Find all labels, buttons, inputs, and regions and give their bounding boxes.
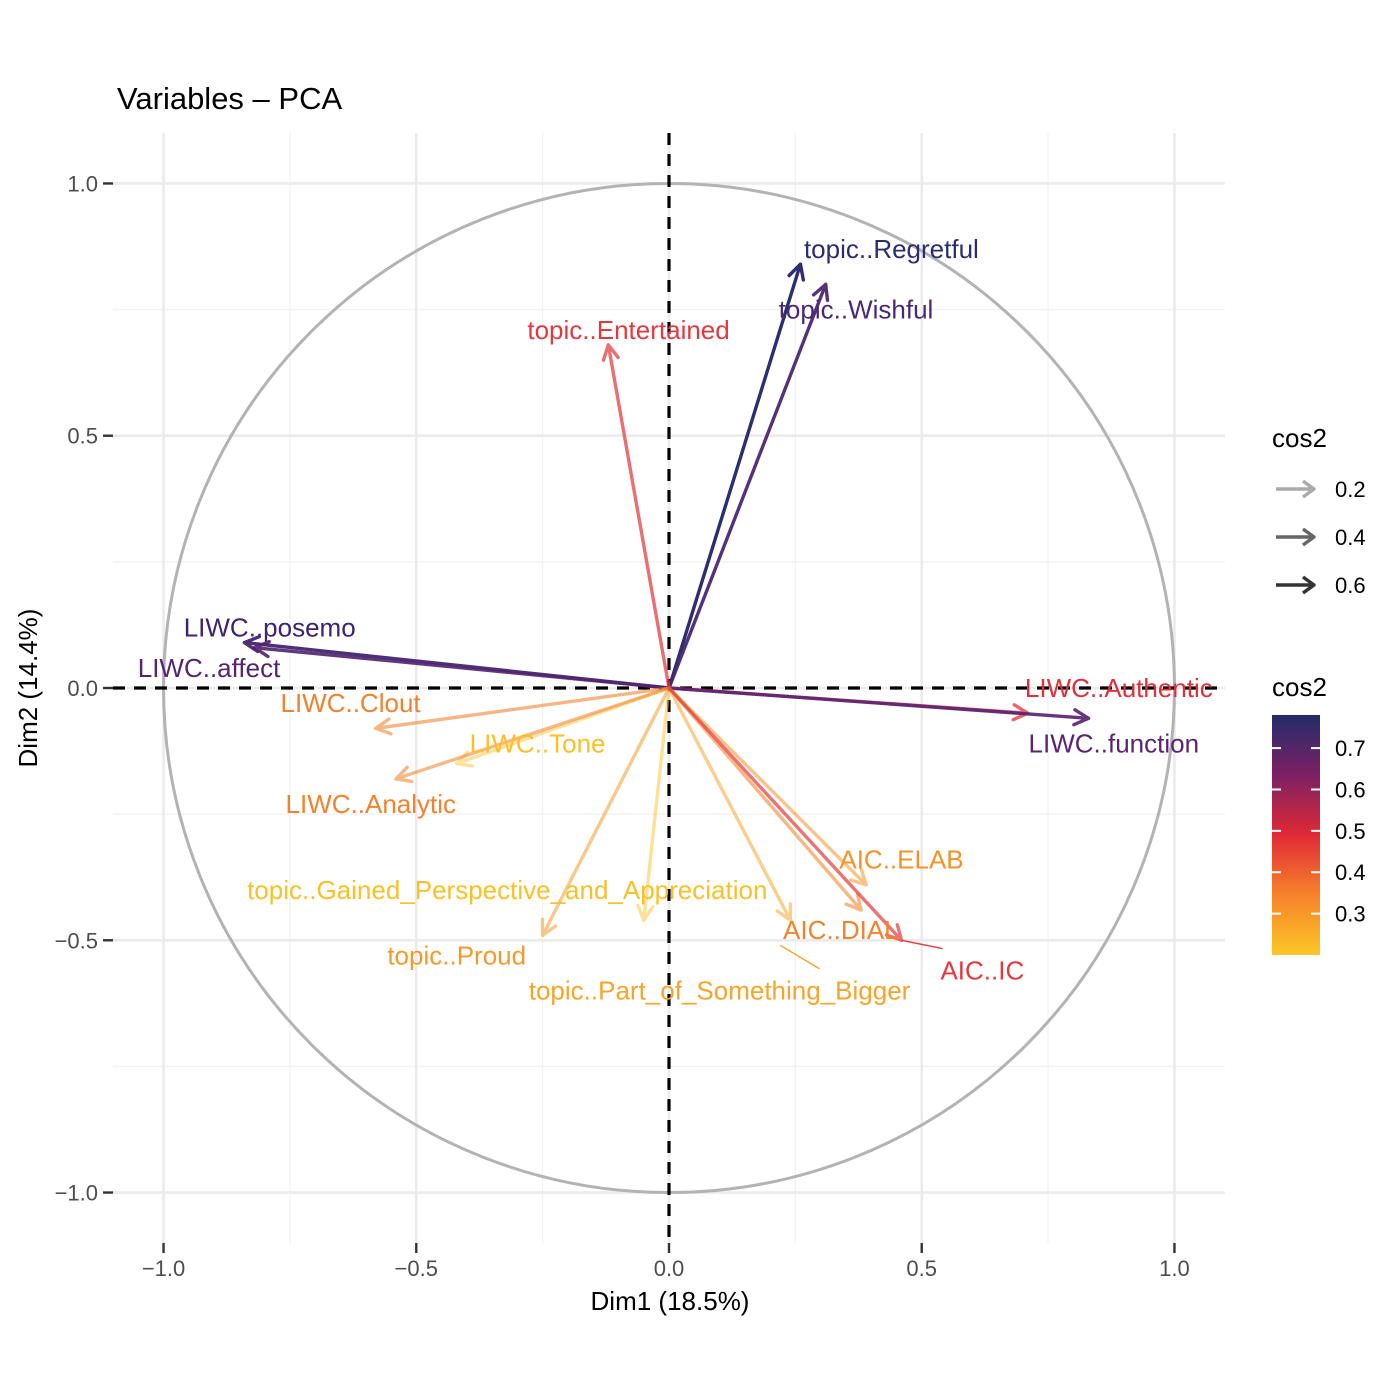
legend-color-label: 0.6 (1335, 777, 1366, 802)
label-leader-line (901, 939, 943, 950)
arrow-AIC..ELAB (667, 686, 868, 887)
arrow-head (1072, 708, 1091, 727)
arrow-shaft (667, 262, 803, 690)
legend-color-title: cos2 (1272, 672, 1327, 702)
variable-label: topic..Entertained (527, 315, 729, 345)
arrow-shaft (394, 686, 671, 781)
variable-label: topic..Gained_Perspective_and_Appreciati… (247, 875, 767, 905)
label-leader-line (779, 944, 820, 970)
arrow-head (374, 717, 393, 736)
arrow-topic..Regretful (667, 262, 806, 690)
legend-alpha-label: 0.2 (1335, 477, 1366, 502)
axes: −1.0 −0.5 0.0 0.5 1.0 −1.0 −0.5 0.0 0.5 1.0 (55, 171, 1190, 1281)
legend-color-label: 0.3 (1335, 902, 1366, 927)
x-tick-label: −1.0 (142, 1256, 185, 1281)
arrow-head (601, 343, 620, 362)
arrow-shaft (606, 343, 671, 690)
arrow-shaft (667, 686, 1091, 720)
arrow-shaft (667, 686, 904, 942)
variable-label: LIWC..function (1029, 729, 1200, 759)
arrow-head (540, 917, 558, 937)
variable-label: LIWC..affect (138, 653, 281, 683)
arrow-head (811, 282, 830, 302)
y-tick-label: 0.0 (67, 676, 98, 701)
legend-color-label: 0.7 (1335, 736, 1366, 761)
variable-label: topic..Regretful (804, 234, 979, 264)
legend-arrow-head (1302, 575, 1316, 595)
variable-label: LIWC..Authentic (1025, 673, 1213, 703)
legend-alpha-label: 0.6 (1335, 573, 1366, 598)
x-tick-label: 0.0 (654, 1256, 685, 1281)
variable-label: AIC..ELAB (839, 845, 963, 875)
x-tick-label: −0.5 (395, 1256, 438, 1281)
arrow-head (844, 892, 863, 912)
arrow-shaft (374, 686, 671, 731)
variable-label: LIWC..Analytic (286, 789, 457, 819)
legend-color-label: 0.5 (1335, 819, 1366, 844)
chart-title: Variables – PCA (117, 81, 342, 116)
variable-label: AIC..IC (940, 956, 1024, 986)
arrow-shaft (540, 686, 671, 937)
x-tick-label: 0.5 (906, 1256, 937, 1281)
arrow-shaft (667, 686, 868, 887)
y-tick-label: −1.0 (55, 1181, 98, 1206)
arrow-shaft (252, 645, 671, 690)
arrow-head (636, 903, 655, 922)
legend-arrow-head (1302, 527, 1316, 547)
y-tick-label: 1.0 (67, 171, 98, 196)
arrow-LIWC..Analytic (394, 686, 671, 784)
variable-label: LIWC..Tone (470, 729, 606, 759)
arrow-LIWC..Clout (374, 686, 671, 736)
arrow-topic..Proud (540, 686, 671, 937)
variable-labels: topic..Regretful topic..Wishful topic..Ent… (138, 234, 1213, 1006)
variable-label: LIWC..posemo (184, 612, 356, 642)
legend-alpha-label: 0.4 (1335, 525, 1366, 550)
arrow-LIWC..affect (252, 639, 671, 690)
arrow-head (252, 639, 272, 659)
arrow-shaft (667, 282, 828, 690)
arrow-topic..Wishful (667, 282, 830, 690)
arrow-head (775, 902, 793, 922)
arrow-topic..Gained_Perspective_and_Appreciation (636, 686, 671, 922)
variable-arrows (242, 262, 1091, 942)
legend-color-label: 0.4 (1335, 860, 1366, 885)
legend-colorbar (1272, 715, 1320, 955)
arrow-topic..Part_of_Something_Bigger (667, 686, 793, 922)
arrow-LIWC..function (667, 686, 1091, 727)
arrow-shaft (667, 686, 793, 922)
y-axis-title: Dim2 (14.4%) (13, 609, 43, 768)
variable-label: topic..Proud (387, 940, 526, 970)
arrow-topic..Entertained (601, 343, 671, 690)
arrow-head (787, 262, 806, 282)
arrow-head (394, 765, 414, 784)
arrow-shaft (642, 686, 671, 922)
legend: cos2 0.2 0.4 0.6 cos2 0.7 0.6 0.5 0.4 0.3 (1272, 423, 1366, 955)
y-tick-label: 0.5 (67, 424, 98, 449)
legend-alpha-title: cos2 (1272, 423, 1327, 453)
variable-label: topic..Wishful (779, 295, 934, 325)
y-tick-label: −0.5 (55, 928, 98, 953)
variable-label: AIC..DIAL (783, 915, 899, 945)
legend-arrow-head (1302, 479, 1316, 499)
x-tick-label: 1.0 (1159, 1256, 1190, 1281)
arrow-head (849, 867, 868, 887)
variable-label: topic..Part_of_Something_Bigger (529, 976, 911, 1006)
variable-label: LIWC..Clout (280, 688, 421, 718)
x-axis-title: Dim1 (18.5%) (591, 1286, 750, 1316)
